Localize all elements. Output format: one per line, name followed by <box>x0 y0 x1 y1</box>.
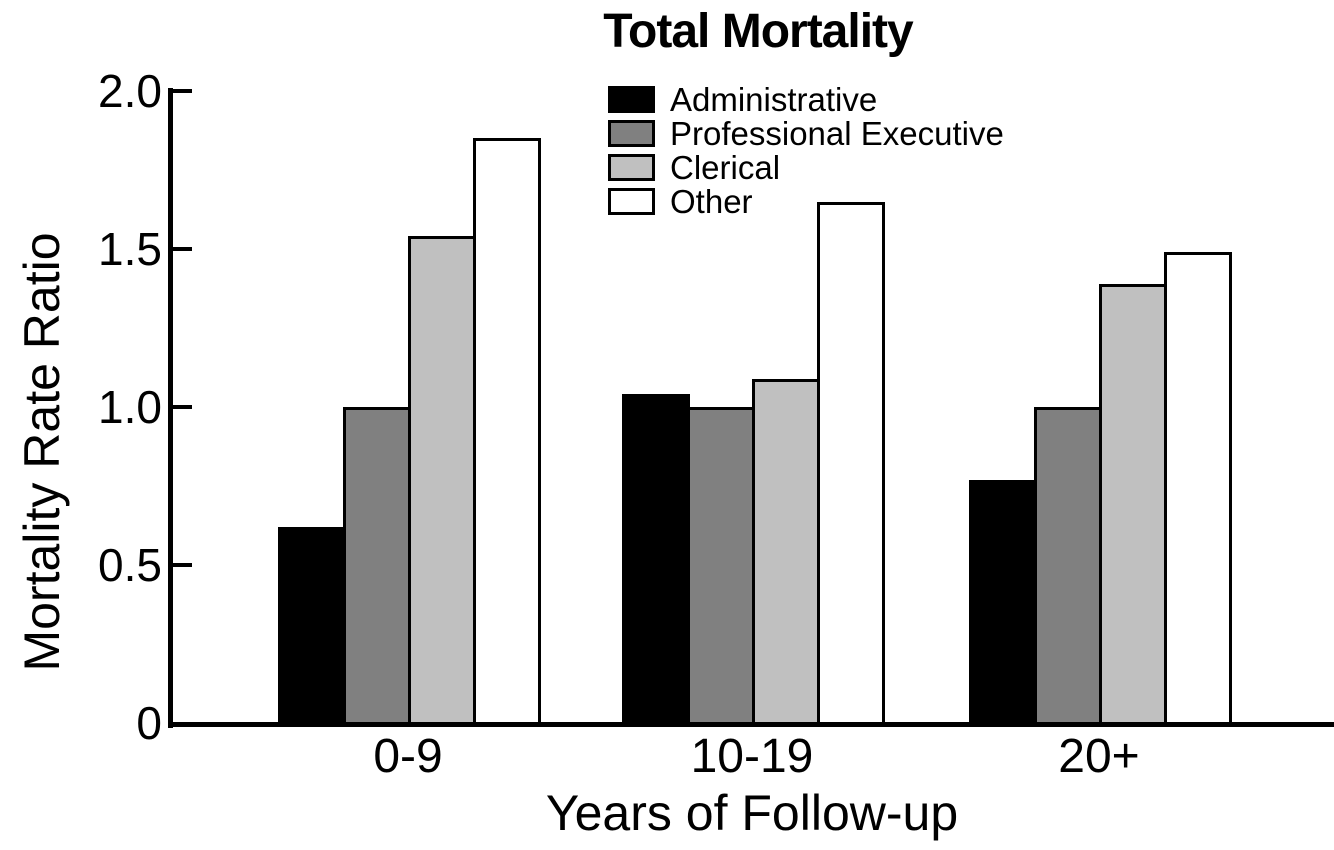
legend-swatch-other <box>608 188 655 215</box>
y-tick-0.5 <box>173 563 192 567</box>
legend: Administrative Professional Executive Cler… <box>608 81 1004 222</box>
bar-other-20+ <box>1164 252 1232 725</box>
legend-item-administrative: Administrative <box>608 81 1004 118</box>
legend-item-clerical: Clerical <box>608 149 1004 186</box>
bar-administrative-20+ <box>969 480 1037 725</box>
legend-label: Administrative <box>670 81 878 118</box>
x-axis-label: Years of Follow-up <box>545 785 959 841</box>
y-tick-label-0.5: 0.5 <box>98 539 162 591</box>
y-tick-2.0 <box>173 89 192 93</box>
bar-other-10-19 <box>817 202 885 725</box>
x-tick-label-0-9: 0-9 <box>373 730 443 783</box>
y-tick-label-1.5: 1.5 <box>98 223 162 275</box>
y-axis-label: Mortality Rate Ratio <box>14 232 70 672</box>
x-tick-label-10-19: 10-19 <box>690 730 814 783</box>
legend-label: Other <box>670 183 753 220</box>
y-tick-1.5 <box>173 247 192 251</box>
bar-clerical-10-19 <box>752 379 820 725</box>
bar-clerical-20+ <box>1099 284 1167 725</box>
bar-professional-executive-0-9 <box>343 407 411 725</box>
bar-administrative-0-9 <box>278 527 346 725</box>
y-axis-line <box>168 88 173 728</box>
bar-professional-executive-20+ <box>1034 407 1102 725</box>
x-tick-label-20+: 20+ <box>1058 730 1140 783</box>
legend-swatch-administrative <box>608 86 655 113</box>
legend-label: Professional Executive <box>670 115 1004 152</box>
legend-swatch-clerical <box>608 154 655 181</box>
bar-administrative-10-19 <box>622 394 690 725</box>
legend-swatch-professional-executive <box>608 120 655 147</box>
y-tick-1.0 <box>173 405 192 409</box>
chart-title: Total Mortality <box>603 5 913 58</box>
y-tick-label-2.0: 2.0 <box>98 65 162 117</box>
bar-other-0-9 <box>473 138 541 725</box>
legend-item-professional-executive: Professional Executive <box>608 115 1004 152</box>
legend-item-other: Other <box>608 183 1004 220</box>
bar-professional-executive-10-19 <box>687 407 755 725</box>
legend-label: Clerical <box>670 149 781 186</box>
y-tick-label-0: 0 <box>136 697 162 749</box>
bar-clerical-0-9 <box>408 236 476 725</box>
y-tick-label-1.0: 1.0 <box>98 381 162 433</box>
